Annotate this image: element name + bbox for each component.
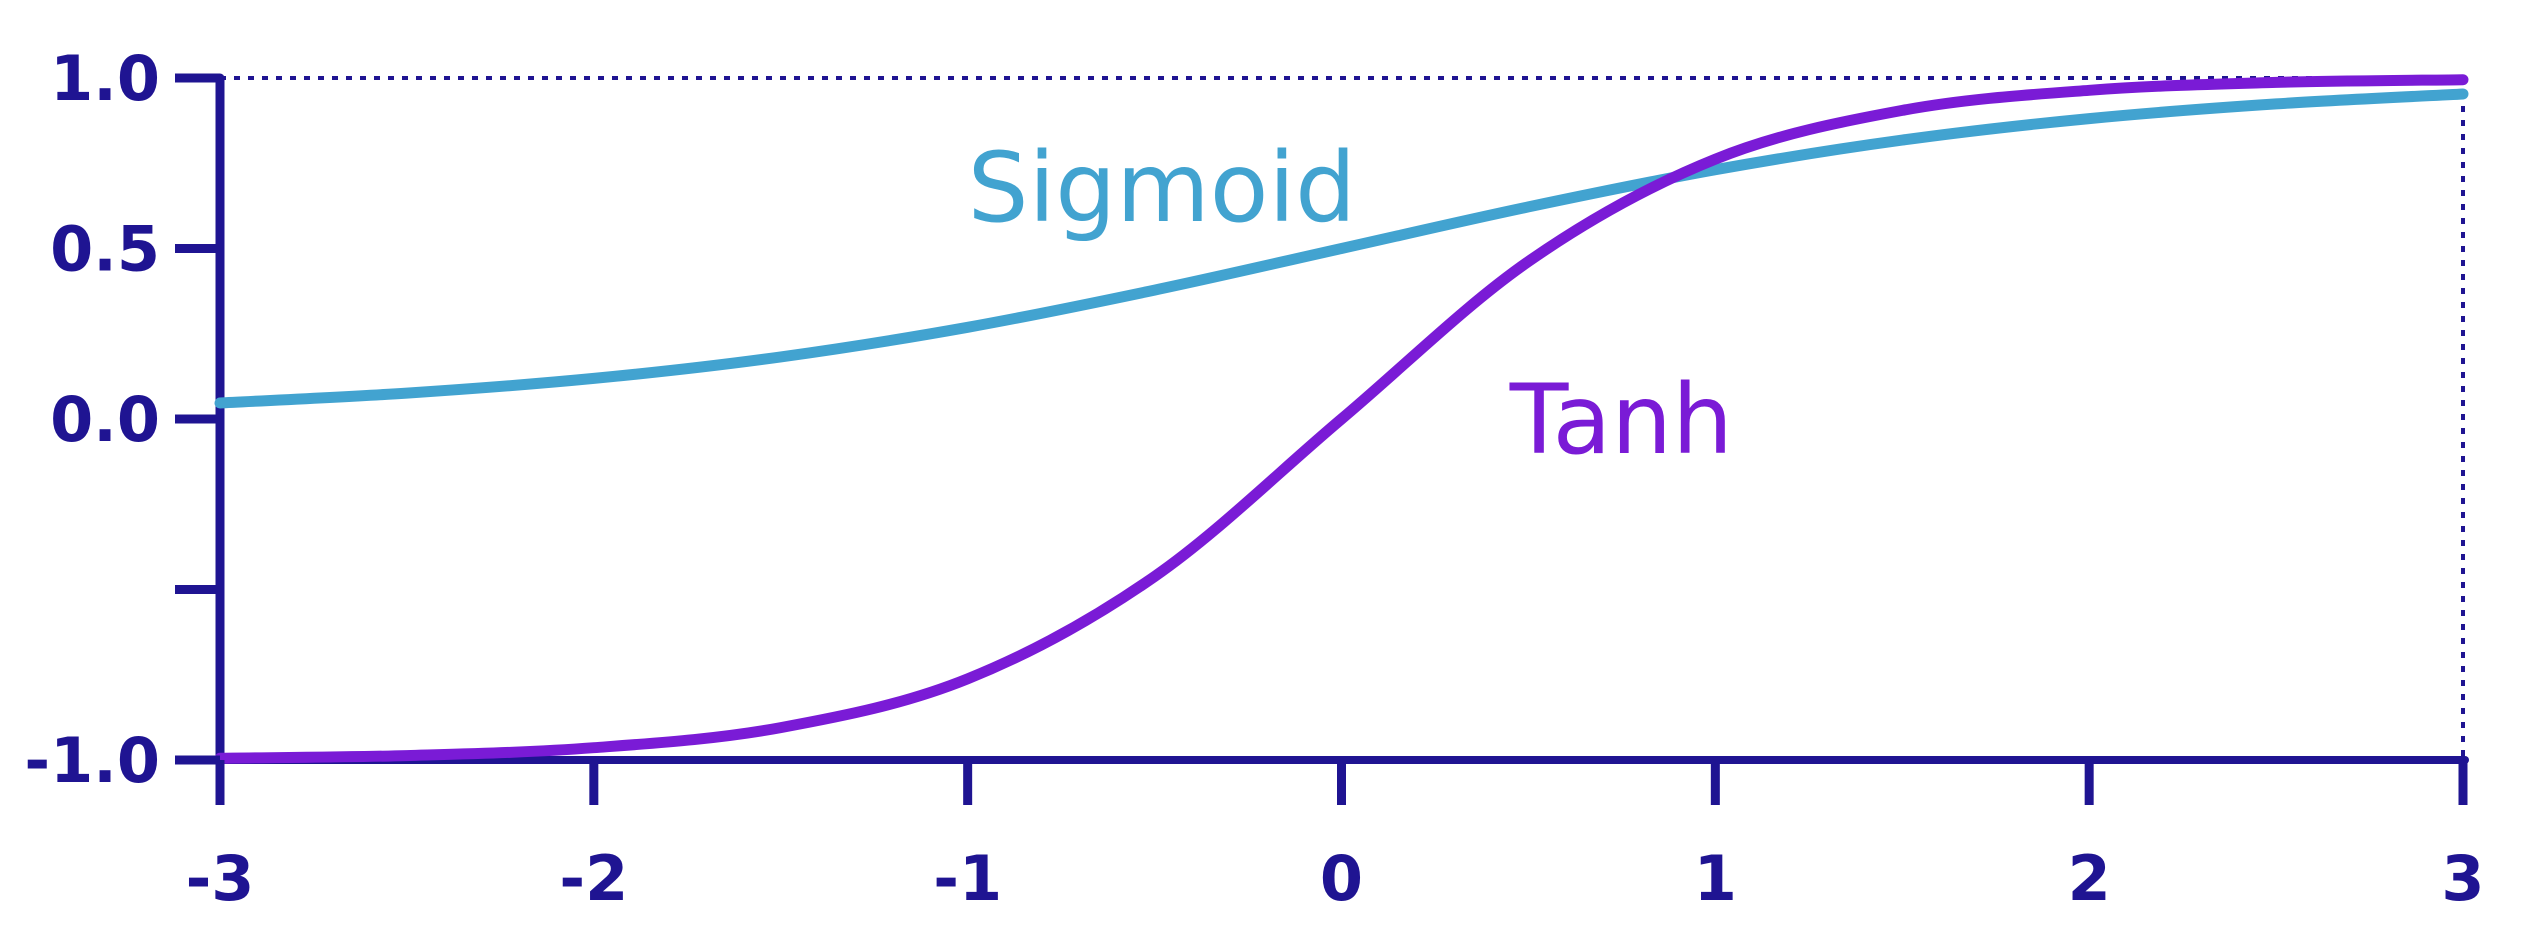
x-tick-label: 3 <box>2441 842 2484 915</box>
x-tick-label: 1 <box>1694 842 1737 915</box>
x-tick-label: 2 <box>2068 842 2111 915</box>
series-label-sigmoid: Sigmoid <box>968 132 1356 244</box>
series-label-tanh: Tanh <box>1509 364 1733 476</box>
x-tick-label: -1 <box>933 842 1002 915</box>
y-tick-label: 0.0 <box>50 383 160 456</box>
y-axis-ticks: -1.0 0.0 0.5 1.0 <box>24 42 220 797</box>
y-tick-label: 0.5 <box>50 213 160 286</box>
series-line-sigmoid <box>214 88 2469 409</box>
x-tick-label: 0 <box>1320 842 1363 915</box>
series-layer <box>214 74 2469 764</box>
reference-lines <box>220 76 2465 760</box>
x-tick-label: -3 <box>186 842 255 915</box>
series-labels: Sigmoid Tanh <box>968 132 1733 476</box>
x-axis-ticks: -3 -2 -1 0 1 2 3 <box>186 760 2485 915</box>
y-tick-label: 1.0 <box>50 42 160 115</box>
x-tick-label: -2 <box>559 842 628 915</box>
y-tick-label: -1.0 <box>24 724 160 797</box>
series-line-tanh <box>214 74 2469 764</box>
